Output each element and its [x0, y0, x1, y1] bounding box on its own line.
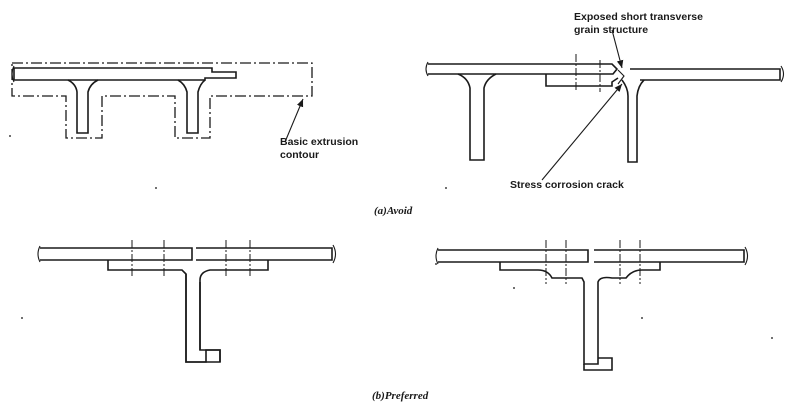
preferred-right-joint — [435, 240, 749, 371]
t-stiffener-left — [457, 73, 497, 161]
scan-speck — [641, 317, 643, 319]
scan-speck — [513, 287, 515, 289]
break-mark — [11, 65, 15, 83]
break-mark — [332, 244, 337, 264]
t-stem-foot — [583, 357, 613, 371]
break-mark — [744, 246, 749, 266]
right-plate — [196, 247, 333, 261]
scan-speck — [445, 187, 447, 189]
splice-plate — [545, 74, 619, 87]
left-plate — [40, 247, 193, 261]
caption-avoid: (a)Avoid — [374, 205, 413, 217]
break-mark — [37, 245, 41, 263]
t-stiffener-right — [177, 79, 206, 134]
crack-line — [617, 69, 625, 85]
left-plate — [428, 63, 619, 75]
break-mark — [780, 65, 785, 83]
scan-speck — [9, 135, 11, 137]
t-stem — [185, 274, 221, 363]
scan-speck — [21, 317, 23, 319]
label-exposed-line2: grain structure — [574, 24, 648, 36]
leader-exposed-grain — [611, 29, 624, 69]
label-stress-crack: Stress corrosion crack — [510, 179, 624, 191]
scan-speck — [771, 337, 773, 339]
preferred-left-joint — [37, 240, 337, 363]
left-plate — [438, 249, 589, 263]
skin-plate — [13, 67, 237, 81]
right-plate — [594, 249, 745, 263]
label-basic-extrusion-line1: Basic extrusion — [280, 136, 358, 148]
leader-stress-crack — [541, 83, 623, 181]
label-basic-extrusion-line2: contour — [280, 149, 319, 161]
break-mark — [435, 247, 439, 265]
right-plate — [630, 68, 781, 81]
label-exposed-line1: Exposed short transverse — [574, 11, 703, 23]
avoid-right-joint — [425, 54, 785, 163]
t-stiffener-right — [621, 79, 645, 163]
tapered-t-flange — [499, 262, 661, 365]
scan-speck — [155, 187, 157, 189]
leader-basic-extrusion — [284, 98, 304, 143]
t-stiffener-left — [67, 79, 99, 134]
avoid-left-extrusion — [11, 62, 313, 139]
scan-speck — [435, 263, 437, 265]
caption-preferred: (b)Preferred — [372, 390, 429, 402]
break-mark — [425, 61, 429, 77]
basic-extrusion-contour-line — [11, 62, 313, 139]
